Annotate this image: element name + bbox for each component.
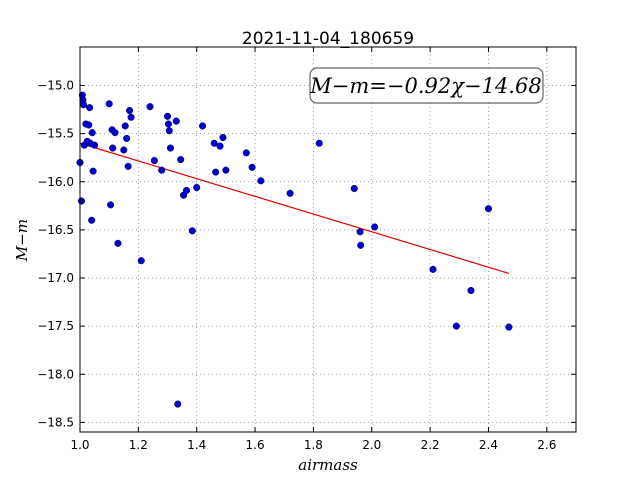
x-tick-label: 1.2 <box>129 438 148 452</box>
data-point <box>114 239 122 247</box>
data-point <box>182 186 191 194</box>
x-tick-label: 1.8 <box>304 438 323 452</box>
y-tick-label: −15.0 <box>37 79 74 93</box>
data-point <box>484 205 493 213</box>
data-point <box>123 134 131 142</box>
data-point <box>111 129 119 137</box>
data-point <box>505 323 513 331</box>
data-point <box>222 166 230 174</box>
data-point <box>89 167 97 175</box>
data-point <box>356 228 364 236</box>
data-point <box>357 241 365 249</box>
data-point <box>350 184 358 193</box>
x-axis-label: airmass <box>298 456 358 474</box>
data-point <box>172 117 180 125</box>
data-point <box>210 139 218 147</box>
data-point <box>371 223 379 231</box>
x-tick-label: 2.0 <box>362 438 381 452</box>
chart-title: 2021-11-04_180659 <box>242 29 414 49</box>
data-point <box>452 322 460 330</box>
x-tick-label: 2.2 <box>421 438 440 452</box>
y-axis-label: M−m <box>13 219 31 262</box>
data-point <box>121 122 129 130</box>
data-point <box>107 201 115 209</box>
data-point <box>216 142 224 150</box>
y-tick-label: −18.5 <box>37 415 74 429</box>
grid <box>79 47 576 432</box>
data-point <box>79 101 88 109</box>
data-point <box>164 120 172 128</box>
data-point <box>150 157 158 165</box>
data-point <box>109 144 117 152</box>
axis-ticks: 1.0 1.2 1.4 1.6 1.8 2.0 2.2 2.4 2.6 −15.0 −15.5 −16… <box>37 47 576 452</box>
x-tick-label: 1.0 <box>70 438 89 452</box>
y-tick-label: −16.0 <box>37 175 74 189</box>
data-point <box>188 227 196 235</box>
y-tick-label: −17.0 <box>37 271 74 285</box>
data-point <box>165 127 173 135</box>
data-point <box>467 286 475 295</box>
data-point <box>88 129 96 137</box>
data-point <box>86 104 94 112</box>
data-point <box>158 166 166 174</box>
annotation-box: M−m=−0.92χ−14.68 <box>309 67 544 104</box>
plot-frame <box>79 46 577 433</box>
data-point <box>88 216 96 224</box>
data-point <box>91 141 99 149</box>
data-point <box>126 106 134 115</box>
y-tick-label: −16.5 <box>37 223 74 237</box>
data-point <box>163 112 172 120</box>
data-point <box>198 122 207 130</box>
data-point <box>257 177 265 185</box>
data-point <box>77 197 86 205</box>
data-point <box>177 156 185 164</box>
data-point <box>242 149 250 157</box>
data-point <box>248 163 256 171</box>
y-tick-label: −18.0 <box>37 367 74 381</box>
data-point <box>193 183 201 192</box>
x-tick-label: 2.6 <box>537 438 556 452</box>
data-point <box>166 144 174 152</box>
data-point <box>146 103 154 111</box>
data-point <box>219 133 227 142</box>
data-point <box>315 139 323 147</box>
y-tick-label: −15.5 <box>37 127 74 141</box>
x-tick-label: 2.4 <box>479 438 498 452</box>
x-tick-label: 1.6 <box>246 438 265 452</box>
x-tick-label: 1.4 <box>187 438 206 452</box>
fit-line <box>79 142 510 274</box>
data-point <box>105 100 113 108</box>
fit-line-group <box>79 142 510 274</box>
data-point <box>429 265 437 273</box>
data-point <box>137 257 145 265</box>
data-point <box>212 168 220 176</box>
fit-equation: M−m=−0.92χ−14.68 <box>309 74 541 98</box>
data-point <box>174 400 182 408</box>
data-point <box>124 162 132 170</box>
points-group <box>76 91 513 408</box>
data-point <box>127 113 135 121</box>
data-point <box>286 189 294 197</box>
data-point <box>120 146 128 154</box>
y-tick-label: −17.5 <box>37 319 74 333</box>
data-point <box>85 121 93 129</box>
annotation-frame <box>309 67 544 104</box>
